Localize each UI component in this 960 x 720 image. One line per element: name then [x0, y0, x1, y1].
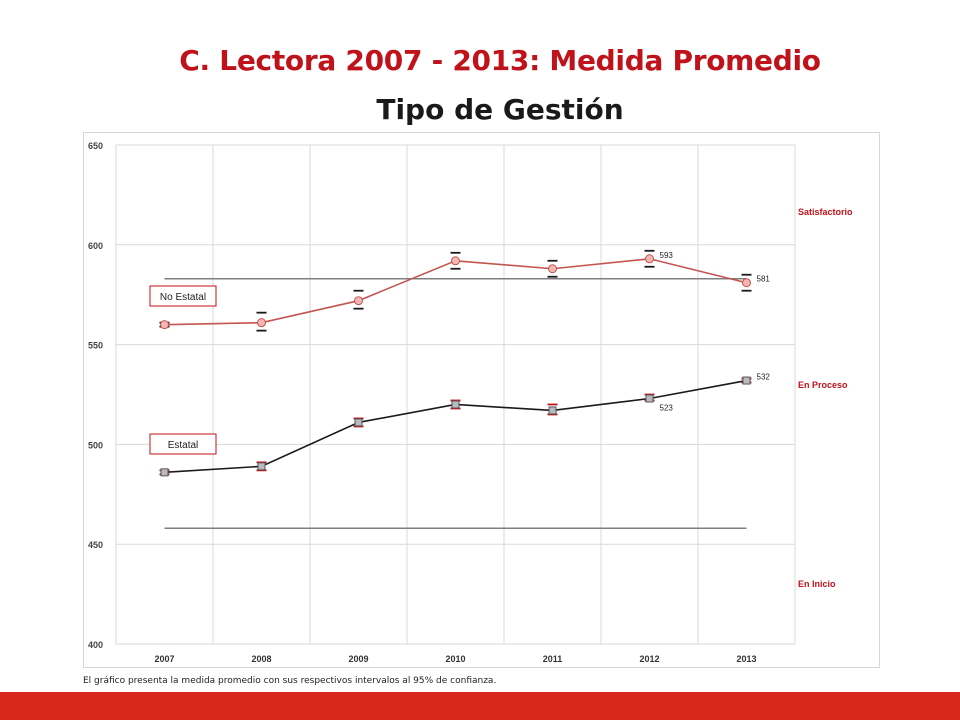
x-tick-label: 2008	[251, 654, 271, 664]
series-label: No Estatal	[160, 292, 206, 303]
data-point	[742, 278, 751, 288]
x-tick-label: 2007	[154, 654, 174, 664]
data-label: 593	[660, 251, 674, 260]
data-point	[354, 296, 363, 306]
chart-footnote: El gráfico presenta la medida promedio c…	[83, 676, 497, 686]
y-tick-label: 600	[88, 241, 103, 251]
x-tick-label: 2010	[445, 654, 465, 664]
level-label: Satisfactorio	[798, 207, 853, 217]
level-label: En Inicio	[798, 579, 836, 589]
data-point	[548, 406, 557, 415]
data-point	[451, 256, 460, 266]
bottom-accent-bar	[0, 692, 960, 720]
x-tick-label: 2013	[736, 654, 756, 664]
y-tick-label: 400	[88, 640, 103, 650]
x-tick-label: 2011	[543, 654, 563, 664]
chart-container	[83, 132, 880, 668]
level-label: En Proceso	[798, 380, 848, 390]
data-point	[257, 462, 266, 471]
data-point	[645, 394, 654, 403]
y-tick-label: 650	[88, 141, 103, 151]
y-tick-label: 450	[88, 540, 103, 550]
data-point	[354, 418, 363, 427]
series-line	[164, 379, 747, 474]
series-label-box	[149, 285, 217, 307]
data-point	[548, 264, 557, 274]
x-tick-label: 2012	[639, 654, 659, 664]
data-point	[742, 376, 751, 385]
data-point	[645, 254, 654, 264]
data-label: 523	[660, 403, 674, 412]
y-tick-label: 500	[88, 440, 103, 450]
series-label: Estatal	[168, 440, 199, 451]
series-label-box	[149, 433, 217, 455]
page-subtitle: Tipo de Gestión	[376, 93, 624, 126]
data-label: 532	[757, 373, 771, 382]
data-point	[257, 318, 266, 328]
data-point	[451, 400, 460, 409]
data-point	[160, 468, 169, 477]
data-label: 581	[757, 275, 771, 284]
page-title: C. Lectora 2007 - 2013: Medida Promedio	[179, 44, 821, 77]
y-tick-label: 550	[88, 341, 103, 351]
x-tick-label: 2009	[348, 654, 368, 664]
data-point	[160, 320, 169, 330]
